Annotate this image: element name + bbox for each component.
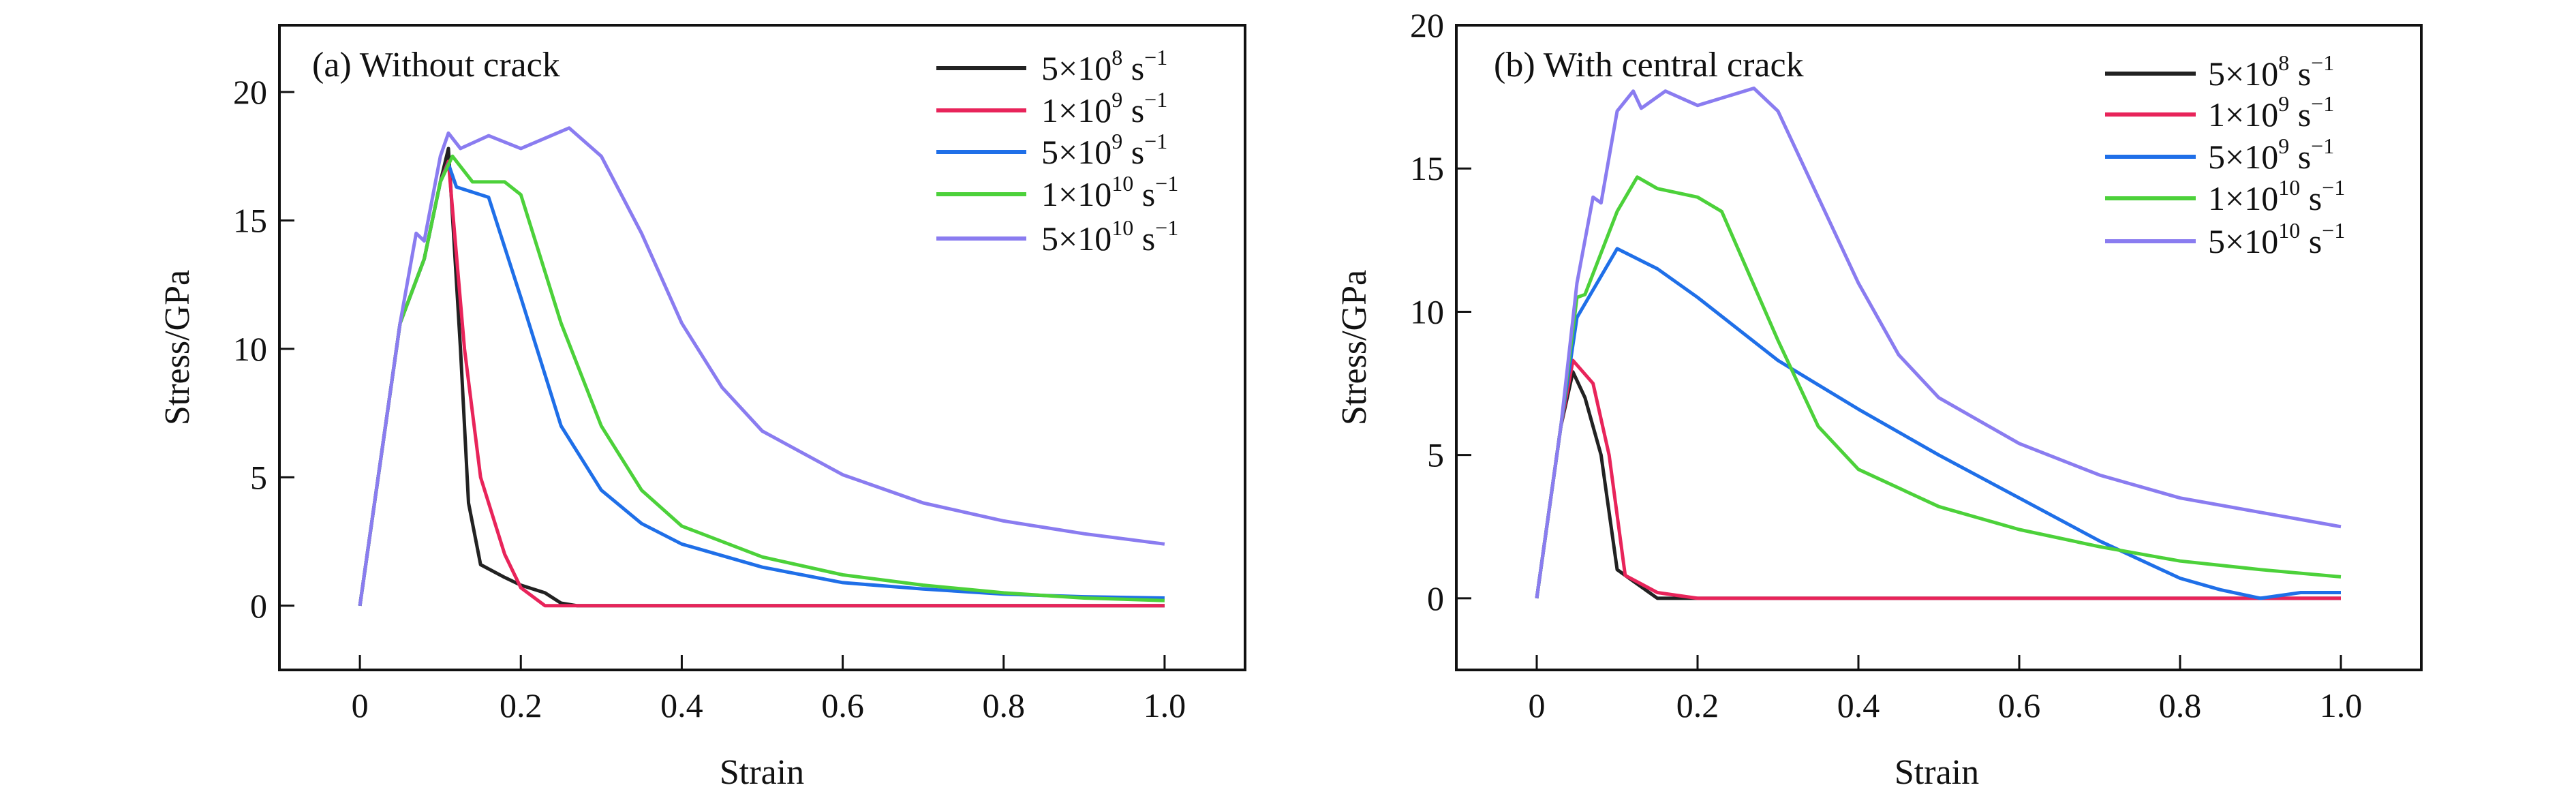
x-tick-label: 0.2 [500,686,542,724]
series-line-2 [1535,247,2341,600]
y-tick-label: 5 [1427,436,1444,474]
y-tick-label: 20 [1410,6,1444,44]
plot-frame [1455,24,2423,671]
legend-unit: s [1133,219,1155,258]
y-tick-label: 0 [1427,579,1444,617]
legend-unit-exponent: −1 [2322,218,2345,243]
series-line-0 [358,147,1165,608]
y-axis-label: Stress/GPa [158,270,197,425]
x-tick-label: 0.8 [2159,686,2202,724]
legend-label: 1×1010 s−1 [1041,171,1178,213]
legend-unit-exponent: −1 [2311,91,2334,116]
legend-mantissa: 5×10 [1041,49,1111,87]
legend-unit-exponent: −1 [1144,87,1167,112]
legend-label: 5×109 s−1 [2208,134,2334,176]
y-tick-label: 20 [233,73,267,111]
legend-unit: s [1122,49,1144,87]
legend-mantissa: 5×10 [1041,133,1111,171]
legend-unit-exponent: −1 [1144,45,1167,70]
legend-unit: s [1122,133,1144,171]
y-tick-label: 15 [233,201,267,239]
legend-exponent: 9 [1111,87,1122,112]
series-line-3 [1535,175,2342,599]
legend-mantissa: 5×10 [2208,138,2278,176]
legend-unit: s [2289,55,2311,93]
legend-unit: s [2300,222,2322,260]
legend-unit: s [2289,95,2311,134]
x-tick-label: 0.6 [1998,686,2041,724]
legend-label: 5×109 s−1 [1041,129,1167,171]
legend-exponent: 9 [2278,91,2289,116]
legend: 5×108 s−11×109 s−15×109 s−11×1010 s−15×1… [2105,50,2345,260]
legend-unit: s [2289,138,2311,176]
panel-title: (b) With central crack [1494,46,1804,85]
legend-mantissa: 5×10 [2208,222,2278,260]
legend-label: 5×1010 s−1 [1041,215,1178,258]
y-axis-label: Stress/GPa [1335,270,1374,425]
y-tick-label: 10 [1410,292,1444,331]
legend-unit-exponent: −1 [1144,129,1167,153]
legend-exponent: 9 [1111,129,1122,153]
series-line-4 [1535,87,2342,599]
x-tick-label: 0.2 [1676,686,1719,724]
panel-title: (a) Without crack [312,46,560,85]
legend-unit: s [2300,179,2322,217]
legend-label: 5×1010 s−1 [2208,218,2345,260]
legend-unit-exponent: −1 [1155,215,1178,240]
legend-mantissa: 1×10 [1041,175,1111,213]
legend-unit: s [1133,175,1155,213]
x-axis-label: Strain [720,753,804,792]
x-tick-label: 0 [1529,686,1546,724]
legend-exponent: 10 [2278,218,2300,243]
legend-mantissa: 5×10 [2208,55,2278,93]
legend-unit-exponent: −1 [2311,50,2334,75]
plot-frame [278,24,1246,671]
legend-mantissa: 1×10 [2208,95,2278,134]
chart-panel-b: 0 0.2 0.4 0.6 0.8 1.0 0 5 10 15 20 Strain Stress/GPa… [1335,6,2423,792]
legend-exponent: 9 [2278,134,2289,158]
legend-label: 1×109 s−1 [1041,87,1167,129]
series-line-3 [358,154,1165,607]
legend-label: 5×108 s−1 [1041,45,1167,87]
legend-label: 1×1010 s−1 [2208,175,2345,217]
legend: 5×108 s−11×109 s−15×109 s−11×1010 s−15×1… [936,45,1178,258]
x-tick-label: 0.4 [1837,686,1880,724]
y-tick-label: 0 [250,587,267,625]
legend-unit: s [1122,91,1144,129]
legend-label: 5×108 s−1 [2208,50,2334,93]
series-line-4 [358,126,1165,607]
x-tick-label: 0.6 [821,686,864,724]
x-tick-label: 0.4 [660,686,703,724]
y-tick-label: 10 [233,330,267,368]
legend-unit-exponent: −1 [2311,134,2334,158]
legend-exponent: 10 [2278,175,2300,200]
legend-unit-exponent: −1 [2322,175,2345,200]
x-tick-label: 1.0 [1144,686,1186,724]
legend-mantissa: 5×10 [1041,219,1111,258]
y-tick-label: 5 [250,458,267,496]
x-tick-label: 0.8 [983,686,1026,724]
legend-mantissa: 1×10 [2208,179,2278,217]
legend-unit-exponent: −1 [1155,171,1178,196]
x-tick-label: 1.0 [2320,686,2363,724]
legend-exponent: 8 [2278,50,2289,75]
legend-exponent: 10 [1111,215,1133,240]
y-tick-label: 15 [1410,149,1444,187]
legend-label: 1×109 s−1 [2208,91,2334,134]
legend-exponent: 8 [1111,45,1122,70]
x-axis-label: Strain [1895,753,1979,792]
legend-exponent: 10 [1111,171,1133,196]
chart-panel-a: 0 0.2 0.4 0.6 0.8 1.0 0 5 10 15 20 Strain Stress/GPa… [158,24,1246,792]
legend-mantissa: 1×10 [1041,91,1111,129]
x-tick-label: 0 [352,686,369,724]
